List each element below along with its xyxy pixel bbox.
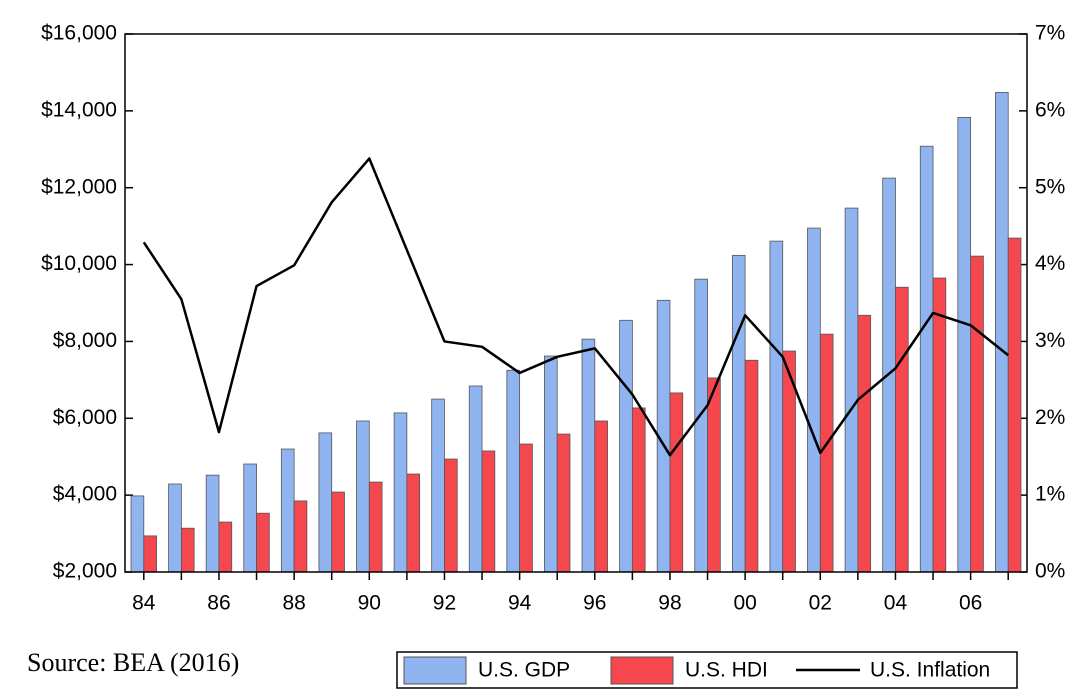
bar [180, 527, 195, 573]
bar [406, 473, 421, 573]
y-tick-label: $16,000 [41, 22, 117, 45]
bar [331, 491, 345, 573]
bar [519, 443, 533, 573]
bar [844, 207, 859, 573]
x-tick-label: 94 [508, 592, 532, 615]
bar [318, 432, 333, 573]
bar [594, 420, 608, 573]
bar [218, 521, 233, 573]
y-tick-label: $10,000 [41, 252, 117, 275]
y-tick-label: $2,000 [53, 560, 117, 583]
bar [631, 407, 646, 573]
bar [481, 450, 496, 573]
bar [356, 420, 370, 573]
bar [444, 458, 458, 573]
x-tick-label: 86 [207, 592, 230, 615]
y-tick-label: $14,000 [41, 98, 117, 121]
bar [293, 500, 308, 573]
x-tick-label: 02 [809, 592, 832, 615]
bar [143, 535, 157, 573]
bar [619, 319, 633, 573]
bar [205, 474, 220, 573]
bar [970, 255, 984, 573]
bar [731, 254, 746, 573]
y-tick-label: $6,000 [53, 406, 117, 429]
y-tick-label: $4,000 [53, 483, 117, 506]
bar [556, 433, 571, 573]
x-tick-label: 92 [433, 592, 456, 615]
bar [919, 145, 934, 573]
legend-label: U.S. GDP [478, 659, 570, 682]
y2-tick-label: 5% [1035, 175, 1065, 198]
bar [256, 512, 270, 573]
bar [168, 483, 182, 573]
x-tick-label: 88 [282, 592, 305, 615]
x-tick-label: 90 [358, 592, 381, 615]
y2-tick-label: 2% [1035, 406, 1065, 429]
legend-swatch [403, 656, 467, 685]
x-tick-label: 04 [884, 592, 908, 615]
bar [581, 338, 596, 573]
line-series [142, 157, 1009, 457]
x-tick-label: 98 [658, 592, 681, 615]
bar [857, 314, 872, 573]
y-tick-label: $8,000 [53, 329, 117, 352]
legend-box [396, 651, 1018, 689]
x-tick-label: 96 [583, 592, 606, 615]
x-tick-label: 00 [733, 592, 756, 615]
bar [1007, 237, 1022, 573]
bar [744, 359, 759, 573]
plot-frame [124, 33, 1028, 573]
bar [506, 369, 521, 573]
bar [130, 495, 145, 573]
bar [468, 385, 483, 573]
bar [393, 412, 408, 573]
bar [669, 392, 684, 573]
bar [769, 240, 784, 573]
bar [819, 333, 834, 573]
bar [895, 286, 909, 573]
source-note: Source: BEA (2016) [27, 648, 239, 677]
bar [957, 116, 972, 573]
legend-label: U.S. Inflation [870, 659, 990, 682]
y2-tick-label: 7% [1035, 22, 1065, 45]
x-tick-label: 84 [132, 592, 156, 615]
bar [544, 355, 558, 573]
bar [243, 463, 257, 573]
y2-tick-label: 1% [1035, 483, 1065, 506]
x-tick-label: 06 [959, 592, 982, 615]
y2-tick-label: 0% [1035, 560, 1065, 583]
bar [807, 227, 821, 573]
bar [932, 277, 947, 573]
y2-tick-label: 4% [1035, 252, 1065, 275]
bar [280, 448, 295, 573]
legend-label: U.S. HDI [685, 659, 768, 682]
bar [995, 92, 1009, 573]
legend-swatch [610, 656, 674, 685]
bar [368, 481, 383, 573]
bar [431, 398, 445, 573]
bar [694, 278, 708, 573]
y2-tick-label: 6% [1035, 98, 1065, 121]
y-tick-label: $12,000 [41, 175, 117, 198]
bar [707, 377, 721, 573]
y2-tick-label: 3% [1035, 329, 1065, 352]
